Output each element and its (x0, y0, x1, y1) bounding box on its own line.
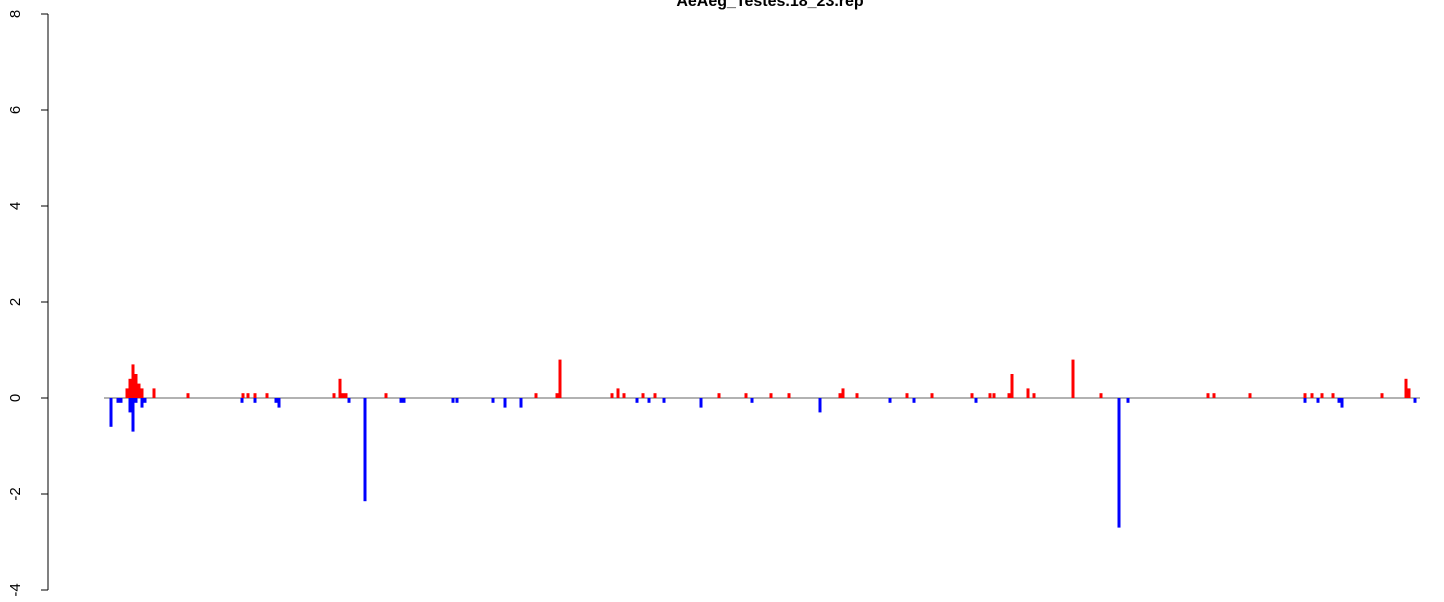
y-tick-label: 2 (7, 298, 24, 306)
bar (240, 398, 244, 403)
bar (750, 398, 754, 403)
bar (558, 359, 562, 398)
bar (610, 393, 614, 398)
bar (992, 393, 996, 398)
bar (912, 398, 916, 403)
bar (491, 398, 495, 403)
bar (841, 388, 845, 398)
y-tick-label: 0 (7, 394, 24, 402)
bar (1117, 398, 1121, 528)
bar (1212, 393, 1216, 398)
bar (128, 398, 132, 413)
bar (503, 398, 507, 408)
bar (930, 393, 934, 398)
bar (131, 364, 135, 398)
bar (1126, 398, 1130, 403)
bar (363, 398, 367, 502)
bar (699, 398, 703, 408)
bar (241, 393, 245, 398)
bar (274, 398, 278, 403)
bar (1340, 398, 1344, 408)
bar (109, 398, 113, 427)
bar (125, 388, 129, 398)
bar (402, 398, 406, 403)
bar (1303, 393, 1307, 398)
bar (1248, 393, 1252, 398)
bar (152, 388, 156, 398)
bar (717, 393, 721, 398)
y-tick-label: 8 (7, 10, 24, 18)
bar (341, 393, 345, 398)
bar (338, 378, 342, 398)
bar (647, 398, 651, 403)
bar (1316, 398, 1320, 403)
bar (905, 393, 909, 398)
bar (1413, 398, 1417, 403)
bar (253, 398, 257, 403)
bar (1007, 393, 1011, 398)
bar (137, 383, 141, 398)
bar (616, 388, 620, 398)
y-tick-label: -2 (7, 487, 24, 500)
bar (332, 393, 336, 398)
bar (384, 393, 388, 398)
bar (888, 398, 892, 403)
bar (641, 393, 645, 398)
bar (534, 393, 538, 398)
y-tick-label: 6 (7, 106, 24, 114)
bar (555, 393, 559, 398)
bar (787, 393, 791, 398)
bar (1206, 393, 1210, 398)
bar (769, 393, 773, 398)
bar (1320, 393, 1324, 398)
bar (134, 374, 138, 398)
bar (451, 398, 455, 403)
y-tick-label: -4 (7, 583, 24, 596)
bar (519, 398, 523, 408)
bar (622, 393, 626, 398)
bar (744, 393, 748, 398)
bar (344, 393, 348, 398)
bar (116, 398, 120, 403)
bar (1303, 398, 1307, 403)
bar (970, 393, 974, 398)
bar (143, 398, 147, 403)
bar (347, 398, 351, 403)
bar (277, 398, 281, 408)
y-tick-label: 4 (7, 202, 24, 210)
bar (1407, 388, 1411, 398)
chart-title: AeAeg_Testes.18_23.rep (676, 0, 864, 10)
bar (134, 398, 138, 403)
bar (186, 393, 190, 398)
bar (1380, 393, 1384, 398)
bar (1404, 378, 1408, 398)
bar (1010, 374, 1014, 398)
bar (119, 398, 123, 403)
bar (246, 393, 250, 398)
bar (131, 398, 135, 432)
bar (1337, 398, 1341, 403)
bar (1071, 359, 1075, 398)
bar (653, 393, 657, 398)
bar (265, 393, 269, 398)
bar (635, 398, 639, 403)
bar (818, 398, 822, 413)
bar (662, 398, 666, 403)
bar (1032, 393, 1036, 398)
bar (140, 398, 144, 408)
bar (140, 388, 144, 398)
bar (128, 378, 132, 398)
bar (838, 393, 842, 398)
bar (1026, 388, 1030, 398)
bar (855, 393, 859, 398)
bar (455, 398, 459, 403)
bar (399, 398, 403, 403)
bar (974, 398, 978, 403)
bar (1331, 393, 1335, 398)
bar (1310, 393, 1314, 398)
bar (988, 393, 992, 398)
bar (253, 393, 257, 398)
bar (1099, 393, 1103, 398)
